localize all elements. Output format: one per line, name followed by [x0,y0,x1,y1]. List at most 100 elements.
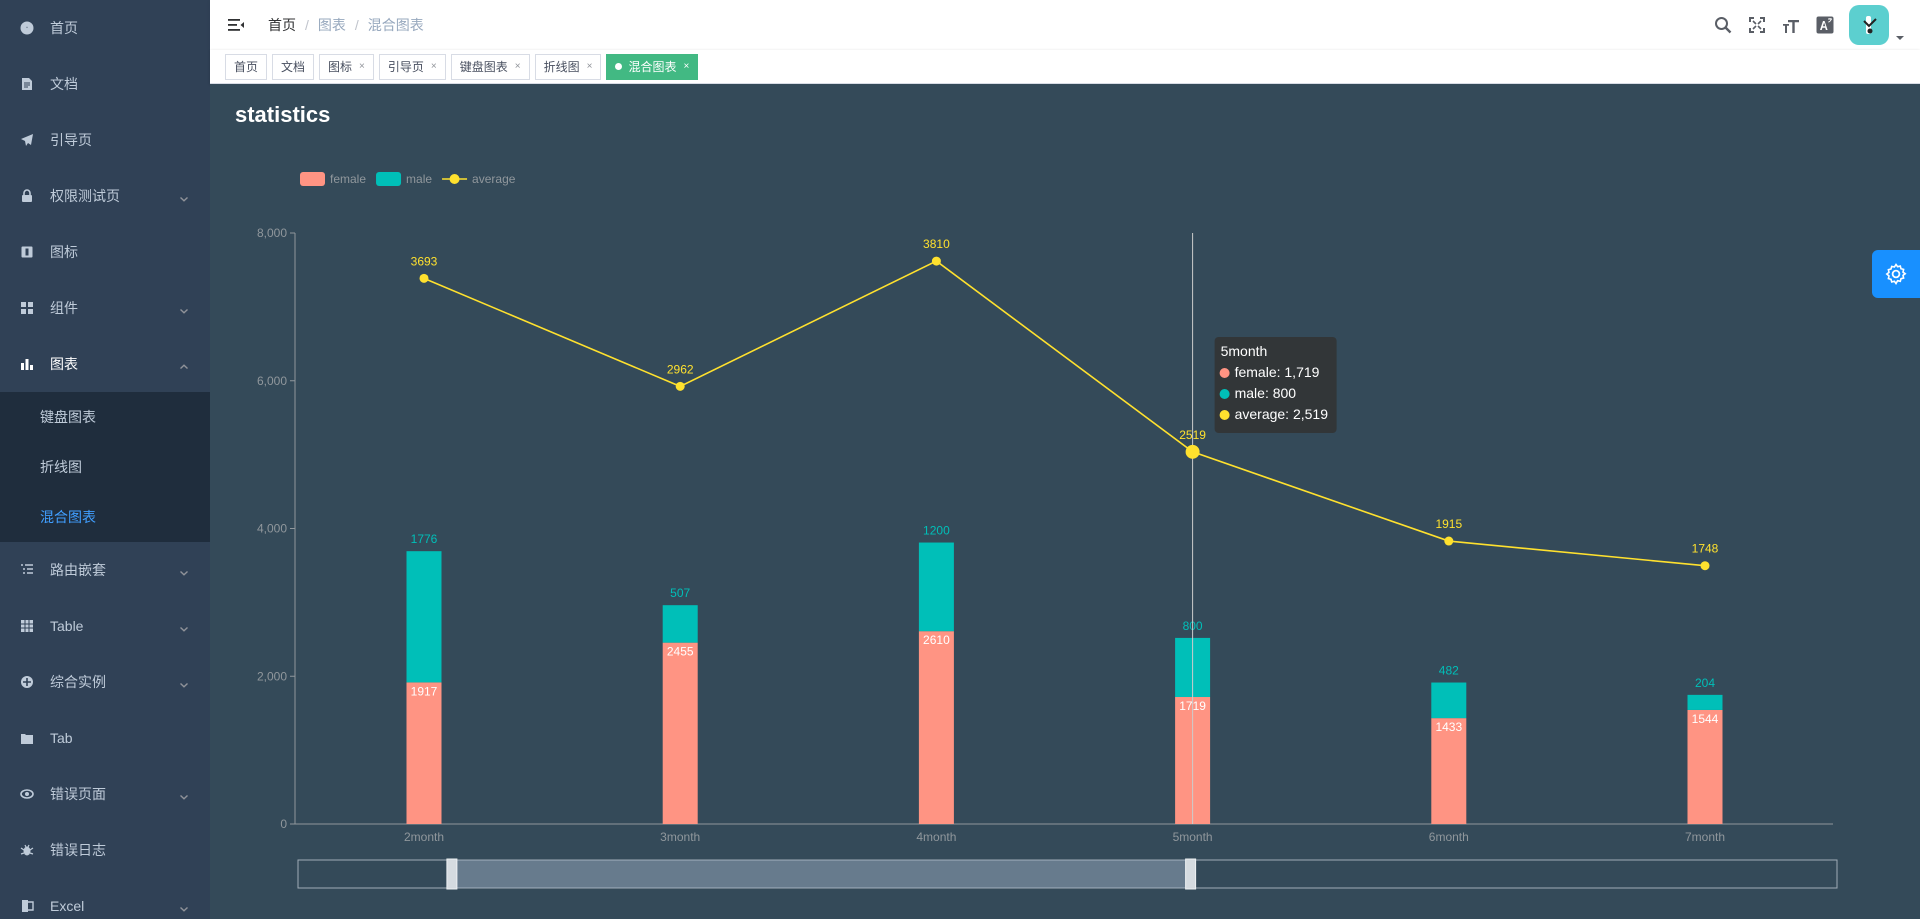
tag-item[interactable]: 引导页 × [378,53,446,80]
sidebar-item-label: 组件 [50,300,78,316]
datazoom-end-handle[interactable] [1185,858,1197,890]
tag-item[interactable]: 图标 × [319,53,374,80]
average-data-label: 1915 [1435,517,1462,531]
x-tick-label: 6month [1429,830,1469,844]
tag-label: 混合图表 [628,59,677,74]
chevron-down-icon [180,620,188,632]
male-bar [406,551,442,683]
tooltip-box [1214,337,1337,433]
chevron-down-icon [180,676,188,688]
table-icon [20,619,34,633]
tag-close-icon[interactable]: × [586,60,593,72]
male-data-label: 1776 [411,532,438,546]
female-data-label: 1433 [1435,720,1462,734]
tag-label: 折线图 [543,59,580,74]
sidebar-subitem[interactable]: 折线图 [0,442,210,492]
x-tick-label: 4month [916,830,956,844]
tag-item[interactable]: 文档 [272,53,315,80]
y-tick-label: 4,000 [257,522,287,536]
tag-label: 文档 [281,59,306,74]
sidebar-item-label: 图标 [50,244,78,260]
tag-label: 首页 [234,59,259,74]
sidebar-item-bug[interactable]: 错误日志 [0,822,210,878]
x-tick-label: 3month [660,830,700,844]
tag-item[interactable]: 键盘图表 × [450,53,530,80]
tooltip-row: female: 1,719 [1235,364,1320,380]
sidebar-item-label: 路由嵌套 [50,562,106,578]
sidebar-subitem-label: 折线图 [40,459,82,475]
sidebar-item-nested[interactable]: 路由嵌套 [0,542,210,598]
sidebar-subitem-label: 混合图表 [40,509,96,525]
avatar[interactable] [1849,5,1889,45]
lock-icon [20,189,34,203]
sidebar-item-label: 错误日志 [50,842,106,858]
settings-gear-icon[interactable] [1872,250,1920,298]
sidebar-item-chart[interactable]: 图表 [0,336,210,392]
male-bar [918,542,954,632]
male-bar [1431,682,1467,719]
caret-down-icon[interactable] [1895,30,1905,40]
sidebar-item-guide[interactable]: 引导页 [0,112,210,168]
search-icon[interactable] [1713,15,1733,35]
mix-chart[interactable]: 0 2,000 4,000 6,000 8,000 2month 3month 4month 5… [210,84,1920,919]
hamburger-icon[interactable] [227,16,245,34]
excel-icon [20,899,34,913]
tag-item[interactable]: 折线图 × [534,53,602,80]
tooltip-marker [1219,410,1230,420]
chevron-up-icon [180,358,188,370]
sidebar-item-component[interactable]: 组件 [0,280,210,336]
chevron-down-icon [180,190,188,202]
sidebar-item-excel[interactable]: Excel [0,878,210,919]
x-tick-label: 5month [1173,830,1213,844]
sidebar-subitem[interactable]: 键盘图表 [0,392,210,442]
y-tick-label: 2,000 [257,669,287,683]
sidebar-item-table[interactable]: Table [0,598,210,654]
tag-close-icon[interactable]: × [683,60,690,72]
tag-item[interactable]: 首页 [225,53,268,80]
average-line [423,260,1706,567]
document-icon [20,77,34,91]
tag-close-icon[interactable]: × [514,60,521,72]
female-data-label: 2455 [667,645,694,659]
tag-item[interactable]: 混合图表 × [606,53,699,80]
sidebar-item-label: Tab [50,730,73,746]
sidebar-item-label: 图表 [50,356,78,372]
chevron-down-icon [180,900,188,912]
datazoom-track [297,859,1838,889]
average-data-label: 3693 [411,254,438,268]
font-size-icon[interactable] [1781,15,1801,35]
sidebar-item-tab[interactable]: Tab [0,710,210,766]
tag-close-icon[interactable]: × [359,60,365,72]
sidebar-item-404[interactable]: 错误页面 [0,766,210,822]
translate-icon[interactable] [1815,15,1835,35]
sidebar-item-document[interactable]: 文档 [0,56,210,112]
tooltip-row: male: 800 [1235,385,1297,401]
breadcrumb-home[interactable]: 首页 [268,17,296,33]
sidebar-subitem[interactable]: 混合图表 [0,492,210,542]
female-bar [662,642,698,824]
tag-close-icon[interactable]: × [430,60,437,72]
fullscreen-icon[interactable] [1747,15,1767,35]
datazoom-start-handle[interactable] [446,858,458,890]
nested-icon [20,563,34,577]
x-tick-label: 2month [404,830,444,844]
sidebar-item-label: 首页 [50,20,78,36]
breadcrumb-charts[interactable]: 图表 [317,17,346,33]
average-point [931,256,941,266]
sidebar: 首页 文档 引导页 权限测试页 图标 组件 图表 键盘图表折线图混合图表 路由嵌… [0,0,210,919]
sidebar-item-label: 错误页面 [50,786,106,802]
sidebar-item-label: Excel [50,898,85,914]
sidebar-item-dashboard[interactable]: 首页 [0,0,210,56]
icon-icon [20,245,34,259]
chevron-down-icon [180,788,188,800]
component-icon [20,301,34,315]
sidebar-item-example[interactable]: 综合实例 [0,654,210,710]
sidebar-item-icon[interactable]: 图标 [0,224,210,280]
breadcrumb-separator: / [305,17,309,33]
average-data-label: 2519 [1179,428,1206,442]
sidebar-item-lock[interactable]: 权限测试页 [0,168,210,224]
tag-label: 键盘图表 [459,59,508,74]
dashboard-icon [20,21,34,35]
male-data-label: 204 [1695,676,1715,690]
chart-title: statistics [235,102,331,127]
